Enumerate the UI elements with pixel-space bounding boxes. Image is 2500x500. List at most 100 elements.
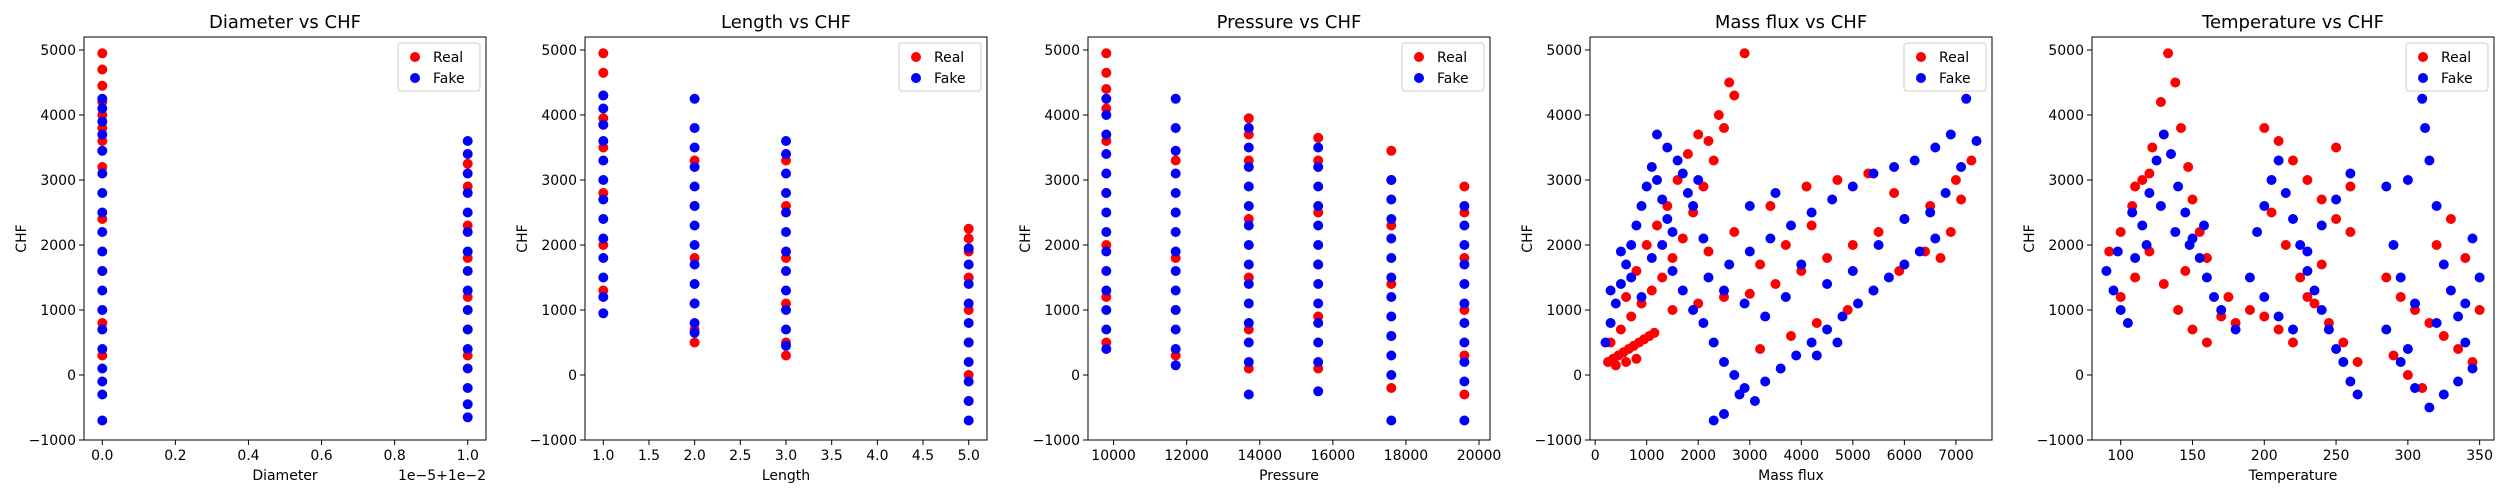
data-point-fake: [97, 376, 108, 387]
series-fake: [1101, 93, 1470, 426]
data-point-fake: [1243, 337, 1254, 348]
data-point-fake: [1719, 409, 1729, 419]
data-point-fake: [598, 155, 609, 166]
data-point-real: [2417, 383, 2428, 393]
data-point-fake: [598, 214, 609, 224]
data-point-fake: [598, 103, 609, 114]
data-point-real: [1945, 227, 1956, 237]
data-point-fake: [2151, 155, 2162, 166]
data-point-fake: [1170, 207, 1181, 218]
data-point-fake: [1698, 318, 1709, 328]
data-point-fake: [1101, 129, 1112, 140]
x-tick-label: 1.0: [592, 448, 614, 464]
data-point-fake: [2158, 129, 2169, 140]
data-point-fake: [462, 227, 473, 237]
data-point-real: [462, 158, 473, 169]
data-point-fake: [2410, 383, 2420, 393]
y-tick-label: 5000: [1044, 43, 1080, 59]
y-tick-label: 2000: [40, 238, 76, 254]
y-tick-label: 0: [1573, 368, 1582, 384]
data-point-real: [1459, 389, 1470, 400]
data-point-fake: [1775, 363, 1786, 374]
data-point-fake: [1652, 175, 1662, 185]
data-point-fake: [1646, 162, 1657, 172]
data-point-real: [1459, 181, 1470, 192]
data-point-real: [2288, 337, 2298, 348]
series-fake: [97, 93, 473, 426]
data-point-real: [2170, 77, 2181, 88]
subplot-title: Length vs CHF: [721, 12, 851, 33]
data-point-fake: [781, 188, 791, 198]
x-axis-label: Diameter: [252, 468, 318, 484]
data-point-fake: [97, 188, 108, 198]
data-point-fake: [1313, 298, 1324, 309]
data-point-fake: [97, 207, 108, 218]
x-axis-label: Mass flux: [1758, 468, 1824, 484]
data-point-fake: [2230, 324, 2241, 335]
data-point-fake: [1313, 337, 1324, 348]
x-tick-label: 1000: [1629, 448, 1665, 464]
data-point-fake: [1243, 220, 1254, 231]
data-point-fake: [462, 383, 473, 393]
data-point-fake: [1719, 285, 1729, 296]
data-point-fake: [1459, 298, 1470, 309]
data-point-fake: [1744, 246, 1755, 257]
data-point-fake: [1313, 240, 1324, 250]
data-point-fake: [2438, 389, 2449, 400]
data-point-fake: [1806, 207, 1817, 218]
data-point-fake: [2402, 175, 2413, 185]
data-point-fake: [1889, 162, 1900, 172]
data-point-fake: [1930, 233, 1941, 244]
data-point-real: [1765, 201, 1776, 211]
data-point-fake: [97, 145, 108, 156]
data-point-fake: [2112, 246, 2123, 257]
data-point-fake: [97, 93, 108, 104]
data-point-real: [2115, 227, 2126, 237]
data-point-fake: [1243, 389, 1254, 400]
data-point-real: [2345, 227, 2356, 237]
data-point-fake: [2302, 266, 2313, 276]
y-axis-label: CHF: [1520, 224, 1536, 252]
data-point-fake: [1621, 259, 1632, 270]
data-point-real: [1713, 110, 1724, 120]
data-point-fake: [781, 149, 791, 159]
data-point-fake: [2180, 207, 2191, 218]
data-point-real: [1801, 181, 1812, 192]
data-point-real: [1170, 155, 1181, 166]
data-point-real: [2173, 305, 2184, 315]
data-point-fake: [1615, 279, 1626, 289]
data-point-real: [2402, 370, 2413, 380]
x-tick-label: 4.5: [912, 448, 934, 464]
legend-marker-fake: [911, 73, 921, 83]
data-point-fake: [1657, 194, 1668, 205]
data-point-fake: [1786, 220, 1796, 231]
data-point-real: [2259, 311, 2270, 322]
data-point-fake: [1313, 181, 1324, 192]
data-point-fake: [97, 305, 108, 315]
data-point-fake: [1667, 227, 1678, 237]
data-point-real: [1313, 132, 1324, 143]
data-point-fake: [1313, 386, 1324, 397]
x-tick-label: 2.0: [684, 448, 706, 464]
axes-frame: [83, 36, 487, 441]
data-point-real: [2302, 292, 2313, 302]
legend-marker-fake: [410, 73, 420, 83]
data-point-fake: [1832, 337, 1843, 348]
y-tick-label: 5000: [1546, 43, 1582, 59]
data-point-fake: [1386, 350, 1397, 361]
x-tick-label: 0.2: [164, 448, 186, 464]
data-point-fake: [1101, 207, 1112, 218]
data-point-fake: [1698, 233, 1709, 244]
x-axis-label: Temperature: [2248, 468, 2338, 484]
data-point-real: [2273, 136, 2284, 146]
data-point-fake: [1760, 311, 1771, 322]
data-point-fake: [462, 285, 473, 296]
data-point-real: [781, 350, 791, 361]
data-point-fake: [689, 298, 700, 309]
data-point-real: [2316, 194, 2327, 205]
data-point-real: [2273, 324, 2284, 335]
y-tick-label: 1000: [40, 303, 76, 319]
data-point-real: [1956, 194, 1967, 205]
data-point-fake: [1610, 298, 1621, 309]
legend-marker-real: [1916, 52, 1926, 62]
